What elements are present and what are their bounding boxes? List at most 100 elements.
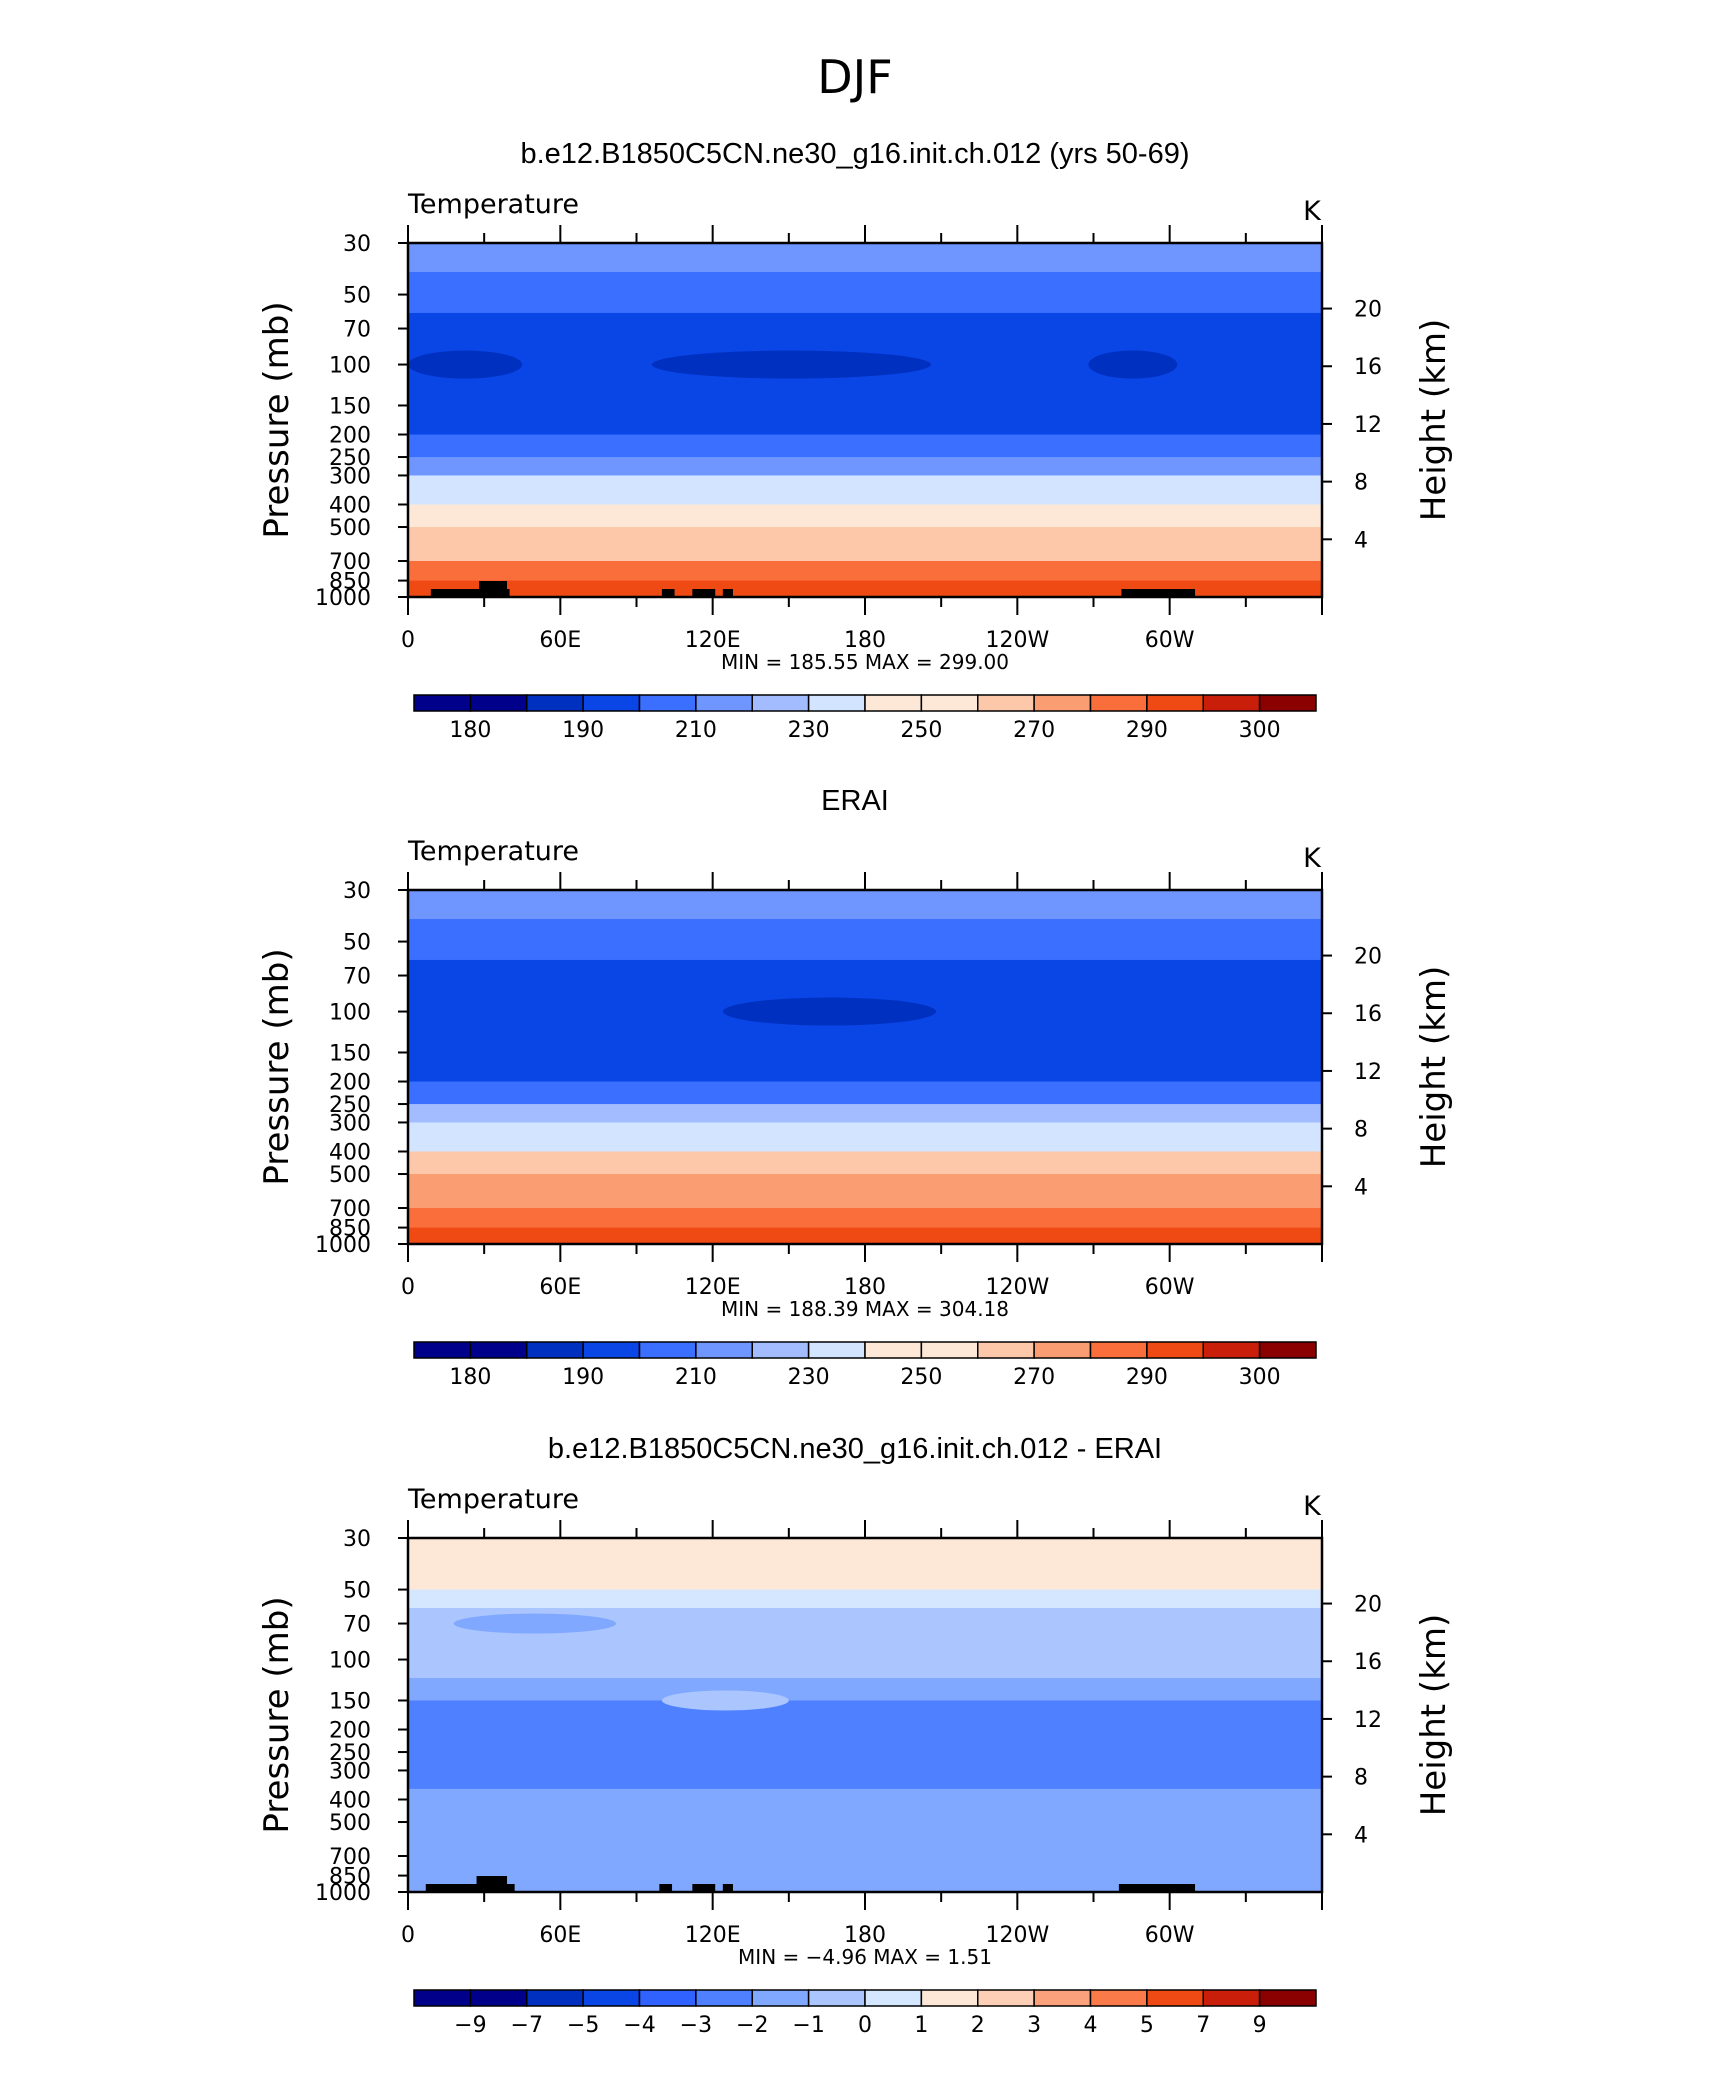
contour-band — [408, 504, 1322, 528]
y2-tick-label: 8 — [1354, 1766, 1368, 1791]
y-tick-label: 150 — [329, 394, 371, 419]
colorbar-label: 250 — [900, 718, 942, 743]
contour-feature — [1131, 1649, 1322, 1670]
colorbar-box — [582, 694, 641, 712]
colorbar-box — [1089, 1341, 1148, 1359]
colorbar-box — [582, 1989, 641, 2007]
contour-band — [408, 1151, 1322, 1175]
panel-units-label: K — [1303, 196, 1322, 227]
contour-band — [408, 1788, 1322, 1857]
colorbar-box — [1202, 694, 1261, 712]
colorbar-box — [807, 694, 866, 712]
x-tick-label: 60W — [1145, 1923, 1195, 1948]
y-tick-label: 700 — [329, 1845, 371, 1870]
colorbar-box — [526, 694, 584, 712]
contour-feature — [661, 1690, 789, 1711]
y-axis-title: Pressure (mb) — [257, 301, 297, 538]
contour-band — [408, 527, 1322, 562]
colorbar-label: 230 — [788, 1365, 830, 1390]
colorbar-box — [695, 1989, 753, 2007]
y-tick-label: 70 — [343, 965, 371, 990]
colorbar-label: −4 — [623, 2013, 655, 2038]
x-tick-label: 0 — [401, 1275, 415, 1300]
colorbar-label: 210 — [675, 718, 717, 743]
y-tick-label: 30 — [343, 879, 371, 904]
y-axis-title: Pressure (mb) — [257, 948, 297, 1185]
contour-feature — [453, 1613, 617, 1634]
y2-tick-label: 12 — [1354, 1708, 1382, 1733]
colorbar-label: −5 — [567, 2013, 599, 2038]
colorbar-box — [1033, 1989, 1092, 2007]
colorbar-box — [526, 1989, 584, 2007]
y-tick-label: 500 — [329, 1163, 371, 1188]
y-tick-label: 150 — [329, 1689, 371, 1714]
y2-tick-label: 16 — [1354, 1650, 1382, 1675]
x-tick-label: 60E — [539, 628, 581, 653]
y-tick-label: 400 — [329, 493, 371, 518]
contour-band — [408, 1677, 1322, 1701]
colorbar-box — [1202, 1341, 1261, 1359]
y2-tick-label: 16 — [1354, 1002, 1382, 1027]
y2-tick-label: 20 — [1354, 1593, 1382, 1618]
x-tick-label: 60W — [1145, 628, 1195, 653]
x-tick-label: 180 — [844, 1275, 886, 1300]
y-tick-label: 400 — [329, 1788, 371, 1813]
panel-variable-label: Temperature — [407, 189, 579, 220]
x-tick-label: 180 — [844, 628, 886, 653]
colorbar-box — [977, 1341, 1035, 1359]
colorbar-box — [469, 1989, 528, 2007]
min-max-stats: MIN = 185.55 MAX = 299.00 — [721, 650, 1009, 674]
contour-band — [408, 405, 1322, 436]
panel-units-label: K — [1303, 843, 1322, 874]
x-tick-label: 120E — [685, 1275, 741, 1300]
colorbar-box — [977, 1989, 1035, 2007]
colorbar-label: 300 — [1239, 718, 1281, 743]
y-tick-label: 30 — [343, 1527, 371, 1552]
contour-band — [408, 1174, 1322, 1209]
colorbar-box — [413, 694, 472, 712]
contour-field — [408, 890, 1322, 1244]
panel-title: b.e12.B1850C5CN.ne30_g16.init.ch.012 (yr… — [520, 138, 1189, 170]
y-tick-label: 250 — [329, 446, 371, 471]
contour-band — [408, 1700, 1322, 1778]
x-tick-label: 120W — [985, 628, 1049, 653]
y2-axis-title: Height (km) — [1414, 966, 1454, 1169]
colorbar-box — [413, 1341, 472, 1359]
colorbar-label: 270 — [1013, 718, 1055, 743]
colorbar-label: 180 — [449, 718, 491, 743]
y-tick-label: 70 — [343, 318, 371, 343]
colorbar-box — [1089, 1989, 1148, 2007]
y-tick-label: 200 — [329, 1071, 371, 1096]
colorbar-label: −1 — [792, 2013, 824, 2038]
x-tick-label: 60E — [539, 1275, 581, 1300]
colorbar-label: 270 — [1013, 1365, 1055, 1390]
colorbar-label: 190 — [562, 1365, 604, 1390]
y-tick-label: 700 — [329, 550, 371, 575]
colorbar-box — [469, 1341, 528, 1359]
y-tick-label: 70 — [343, 1613, 371, 1638]
y-tick-label: 50 — [343, 1579, 371, 1604]
contour-band — [408, 1207, 1322, 1229]
contour-band — [408, 434, 1322, 458]
panel-variable-label: Temperature — [407, 836, 579, 867]
contour-band — [408, 272, 1322, 314]
y-tick-label: 200 — [329, 1719, 371, 1744]
colorbar-label: 210 — [675, 1365, 717, 1390]
colorbar-label: 0 — [858, 2013, 872, 2038]
panel-title: ERAI — [821, 785, 889, 817]
y-tick-label: 1000 — [315, 586, 371, 611]
contour-band — [408, 1234, 1322, 1244]
contour-band — [408, 1589, 1322, 1609]
y-tick-label: 250 — [329, 1741, 371, 1766]
colorbar-box — [695, 694, 753, 712]
panel-title: b.e12.B1850C5CN.ne30_g16.init.ch.012 - E… — [548, 1433, 1162, 1465]
y-tick-label: 850 — [329, 1217, 371, 1242]
y2-tick-label: 4 — [1354, 1823, 1368, 1848]
y-tick-label: 30 — [343, 232, 371, 257]
contour-feature — [722, 997, 937, 1026]
colorbar-box — [751, 694, 810, 712]
colorbar-label: 250 — [900, 1365, 942, 1390]
y2-tick-label: 20 — [1354, 298, 1382, 323]
y-tick-label: 500 — [329, 516, 371, 541]
y-tick-label: 700 — [329, 1197, 371, 1222]
